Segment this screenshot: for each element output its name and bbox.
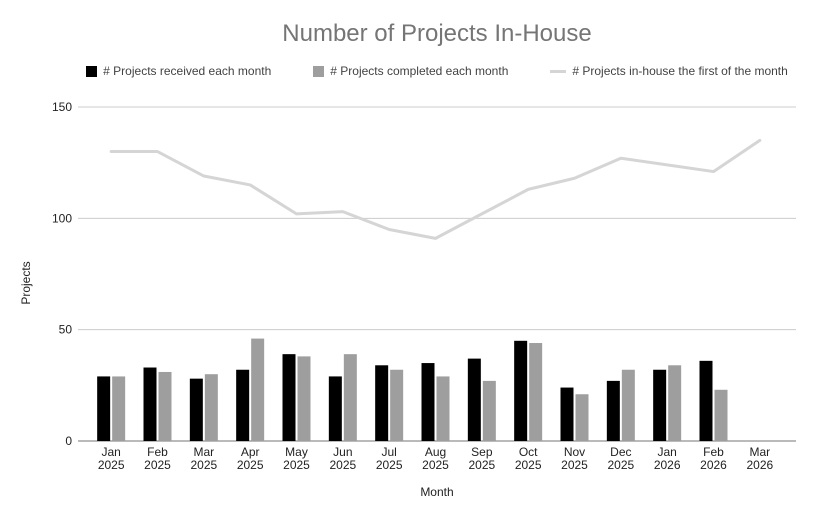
x-tick-label-year: 2025 bbox=[329, 458, 356, 472]
bar-received bbox=[699, 360, 713, 441]
bar-received bbox=[236, 369, 250, 441]
x-tick-label-month: Jul bbox=[381, 445, 396, 459]
x-tick-label-month: Mar bbox=[749, 445, 770, 459]
y-tick-label: 150 bbox=[52, 100, 72, 114]
bar-completed bbox=[529, 343, 543, 441]
x-tick-label-month: Dec bbox=[610, 445, 631, 459]
bar-received bbox=[189, 378, 203, 441]
bar-completed bbox=[158, 371, 172, 441]
legend-swatch-inhouse-line bbox=[550, 69, 567, 73]
y-tick-label: 100 bbox=[52, 211, 72, 225]
x-tick-label-month: Nov bbox=[564, 445, 585, 459]
x-tick-label-month: Oct bbox=[519, 445, 538, 459]
bar-received bbox=[328, 376, 342, 441]
x-tick-label-year: 2025 bbox=[237, 458, 264, 472]
legend-label-completed: # Projects completed each month bbox=[330, 64, 509, 78]
x-tick-label-month: Feb bbox=[703, 445, 724, 459]
x-tick-label-month: Jan bbox=[657, 445, 676, 459]
x-tick-label-year: 2025 bbox=[561, 458, 588, 472]
x-tick-label-month: Jun bbox=[333, 445, 352, 459]
y-axis-title: Projects bbox=[19, 261, 33, 304]
x-tick-label-year: 2025 bbox=[283, 458, 310, 472]
bar-completed bbox=[714, 389, 728, 441]
x-tick-label-month: May bbox=[285, 445, 308, 459]
x-tick-label-year: 2026 bbox=[654, 458, 681, 472]
bar-received bbox=[143, 367, 157, 441]
x-tick-label-month: Jan bbox=[101, 445, 120, 459]
bar-completed bbox=[204, 374, 218, 441]
x-tick-label-year: 2026 bbox=[700, 458, 727, 472]
x-tick-label-year: 2026 bbox=[746, 458, 773, 472]
legend-label-received: # Projects received each month bbox=[103, 64, 272, 78]
bar-received bbox=[421, 363, 435, 441]
bar-completed bbox=[390, 369, 404, 441]
x-axis-title: Month bbox=[420, 485, 453, 499]
bar-completed bbox=[343, 354, 357, 441]
y-tick-label: 50 bbox=[59, 323, 73, 337]
legend-item-received: # Projects received each month bbox=[86, 64, 271, 78]
x-tick-label-year: 2025 bbox=[98, 458, 125, 472]
x-tick-label-year: 2025 bbox=[607, 458, 634, 472]
y-tick-label: 0 bbox=[65, 434, 72, 448]
bar-completed bbox=[112, 376, 126, 441]
legend-item-inhouse: # Projects in-house the first of the mon… bbox=[550, 64, 788, 78]
bar-received bbox=[375, 365, 389, 441]
bar-completed bbox=[621, 369, 635, 441]
bar-completed bbox=[575, 394, 589, 441]
legend-swatch-received bbox=[86, 65, 98, 77]
x-tick-label-year: 2025 bbox=[144, 458, 171, 472]
x-tick-label-year: 2025 bbox=[515, 458, 542, 472]
x-tick-label-month: Feb bbox=[147, 445, 168, 459]
bar-received bbox=[514, 340, 528, 441]
legend-swatch-completed bbox=[313, 65, 325, 77]
x-tick-label-month: Sep bbox=[471, 445, 493, 459]
legend: # Projects received each month # Project… bbox=[78, 64, 796, 78]
x-tick-label-month: Mar bbox=[193, 445, 214, 459]
x-tick-label-year: 2025 bbox=[190, 458, 217, 472]
chart-title: Number of Projects In-House bbox=[282, 20, 592, 47]
bar-received bbox=[282, 354, 296, 441]
legend-item-completed: # Projects completed each month bbox=[313, 64, 508, 78]
x-tick-label-month: Aug bbox=[425, 445, 446, 459]
x-tick-label-year: 2025 bbox=[468, 458, 495, 472]
bar-received bbox=[606, 380, 620, 441]
x-tick-label-month: Apr bbox=[241, 445, 260, 459]
bar-received bbox=[653, 369, 667, 441]
bar-received bbox=[97, 376, 111, 441]
bar-received bbox=[467, 358, 481, 441]
x-tick-label-year: 2025 bbox=[422, 458, 449, 472]
x-tick-label-year: 2025 bbox=[376, 458, 403, 472]
bar-completed bbox=[297, 356, 311, 441]
bar-completed bbox=[482, 380, 496, 441]
bar-completed bbox=[436, 376, 450, 441]
inhouse-line bbox=[109, 138, 762, 240]
legend-label-inhouse: # Projects in-house the first of the mon… bbox=[572, 64, 788, 78]
bar-received bbox=[560, 387, 574, 441]
bar-completed bbox=[251, 338, 265, 441]
bar-completed bbox=[668, 365, 682, 441]
